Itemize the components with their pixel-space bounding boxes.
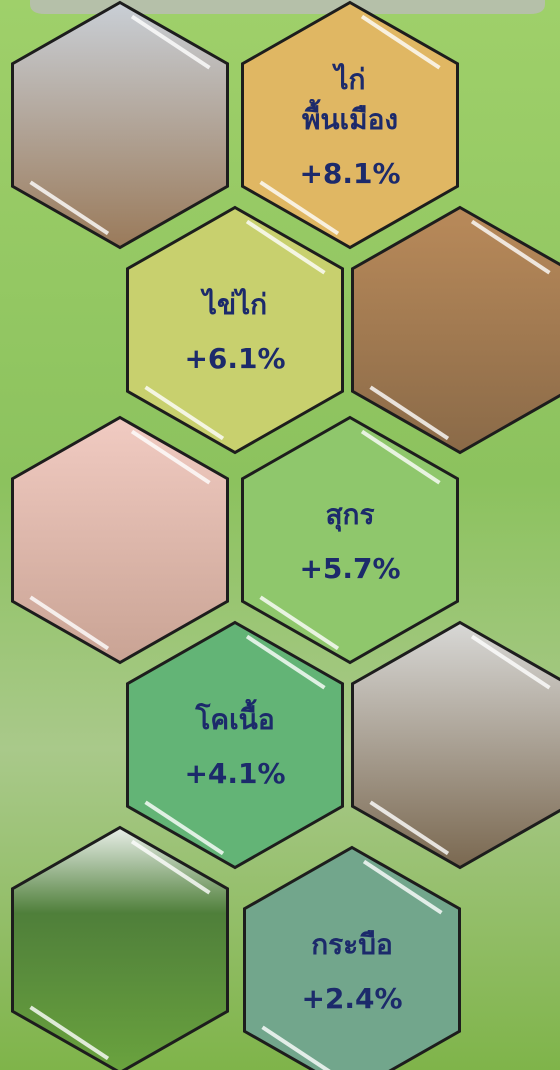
label-hex <box>241 0 459 250</box>
highlight <box>144 800 225 856</box>
highlight <box>369 385 450 441</box>
animal-name: โคเนื้อ <box>194 698 274 736</box>
highlight <box>245 219 326 275</box>
highlight <box>360 14 441 70</box>
animal-name: สุกร <box>325 498 374 532</box>
highlight <box>29 180 110 236</box>
top-bar <box>30 0 545 14</box>
highlight <box>369 800 450 856</box>
hex-grid: ไก่พื้นเมือง +8.1% ไข่ไก่ +6.1% สุกร +5.7% โคเ… <box>11 0 560 1070</box>
highlight <box>470 634 551 690</box>
photo-hex <box>11 0 229 250</box>
highlight <box>360 429 441 485</box>
highlight <box>245 634 326 690</box>
highlight <box>130 839 211 895</box>
highlight <box>130 429 211 485</box>
highlight <box>144 385 225 441</box>
highlight <box>259 595 340 651</box>
highlight <box>29 595 110 651</box>
label-hex <box>126 205 344 455</box>
label-hex <box>241 415 459 665</box>
label-hex <box>243 845 461 1070</box>
growth-rate: +2.4% <box>301 982 402 1015</box>
animal-name: ไข่ไก่ <box>200 288 267 321</box>
highlight <box>29 1005 110 1061</box>
photo-hex <box>351 620 560 870</box>
highlight <box>362 859 443 915</box>
growth-rate: +6.1% <box>184 342 285 375</box>
photo-hex <box>351 205 560 455</box>
photo-hex <box>11 825 229 1070</box>
growth-rate: +8.1% <box>299 157 400 190</box>
growth-rate: +4.1% <box>184 757 285 790</box>
highlight <box>130 14 211 70</box>
photo-hex <box>11 415 229 665</box>
animal-name: ไก่ <box>331 63 365 96</box>
label-hex <box>126 620 344 870</box>
highlight <box>470 219 551 275</box>
animal-name: พื้นเมือง <box>302 98 398 136</box>
highlight <box>259 180 340 236</box>
growth-rate: +5.7% <box>299 552 400 585</box>
animal-name: กระบือ <box>311 928 393 961</box>
